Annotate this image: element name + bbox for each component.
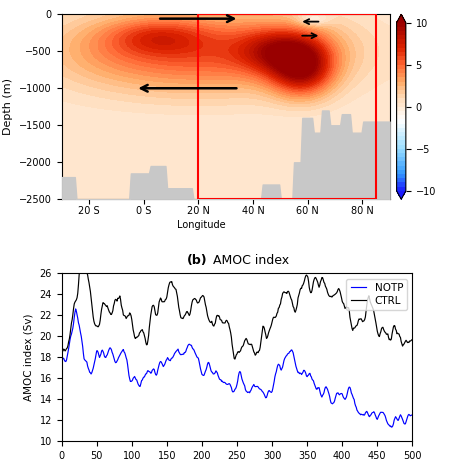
- NOTP: [409, 412, 415, 418]
- CTRL: [269, 322, 274, 328]
- NOTP: [346, 384, 352, 390]
- NOTP: [228, 383, 234, 389]
- NOTP: [73, 306, 79, 312]
- CTRL: [77, 265, 82, 271]
- CTRL: [402, 340, 408, 346]
- CTRL: [347, 314, 353, 320]
- NOTP: [249, 385, 255, 391]
- Y-axis label: AMOC index (Sv): AMOC index (Sv): [24, 313, 34, 401]
- Legend: NOTP, CTRL: NOTP, CTRL: [346, 279, 407, 310]
- Line: CTRL: CTRL: [62, 268, 412, 359]
- PathPatch shape: [397, 14, 406, 23]
- NOTP: [389, 424, 394, 430]
- CTRL: [59, 348, 64, 354]
- NOTP: [268, 389, 273, 395]
- CTRL: [250, 344, 255, 350]
- CTRL: [409, 337, 415, 343]
- NOTP: [226, 381, 231, 387]
- NOTP: [402, 421, 408, 427]
- CTRL: [228, 330, 234, 336]
- CTRL: [232, 356, 238, 362]
- Bar: [198, 14, 376, 199]
- NOTP: [59, 357, 64, 363]
- CTRL: [226, 320, 231, 326]
- PathPatch shape: [397, 191, 406, 199]
- Y-axis label: Depth (m): Depth (m): [3, 78, 13, 135]
- Text: (b): (b): [187, 254, 207, 267]
- Text: Longitude: Longitude: [177, 219, 225, 230]
- Text: AMOC index: AMOC index: [209, 254, 289, 267]
- Line: NOTP: NOTP: [62, 309, 412, 427]
